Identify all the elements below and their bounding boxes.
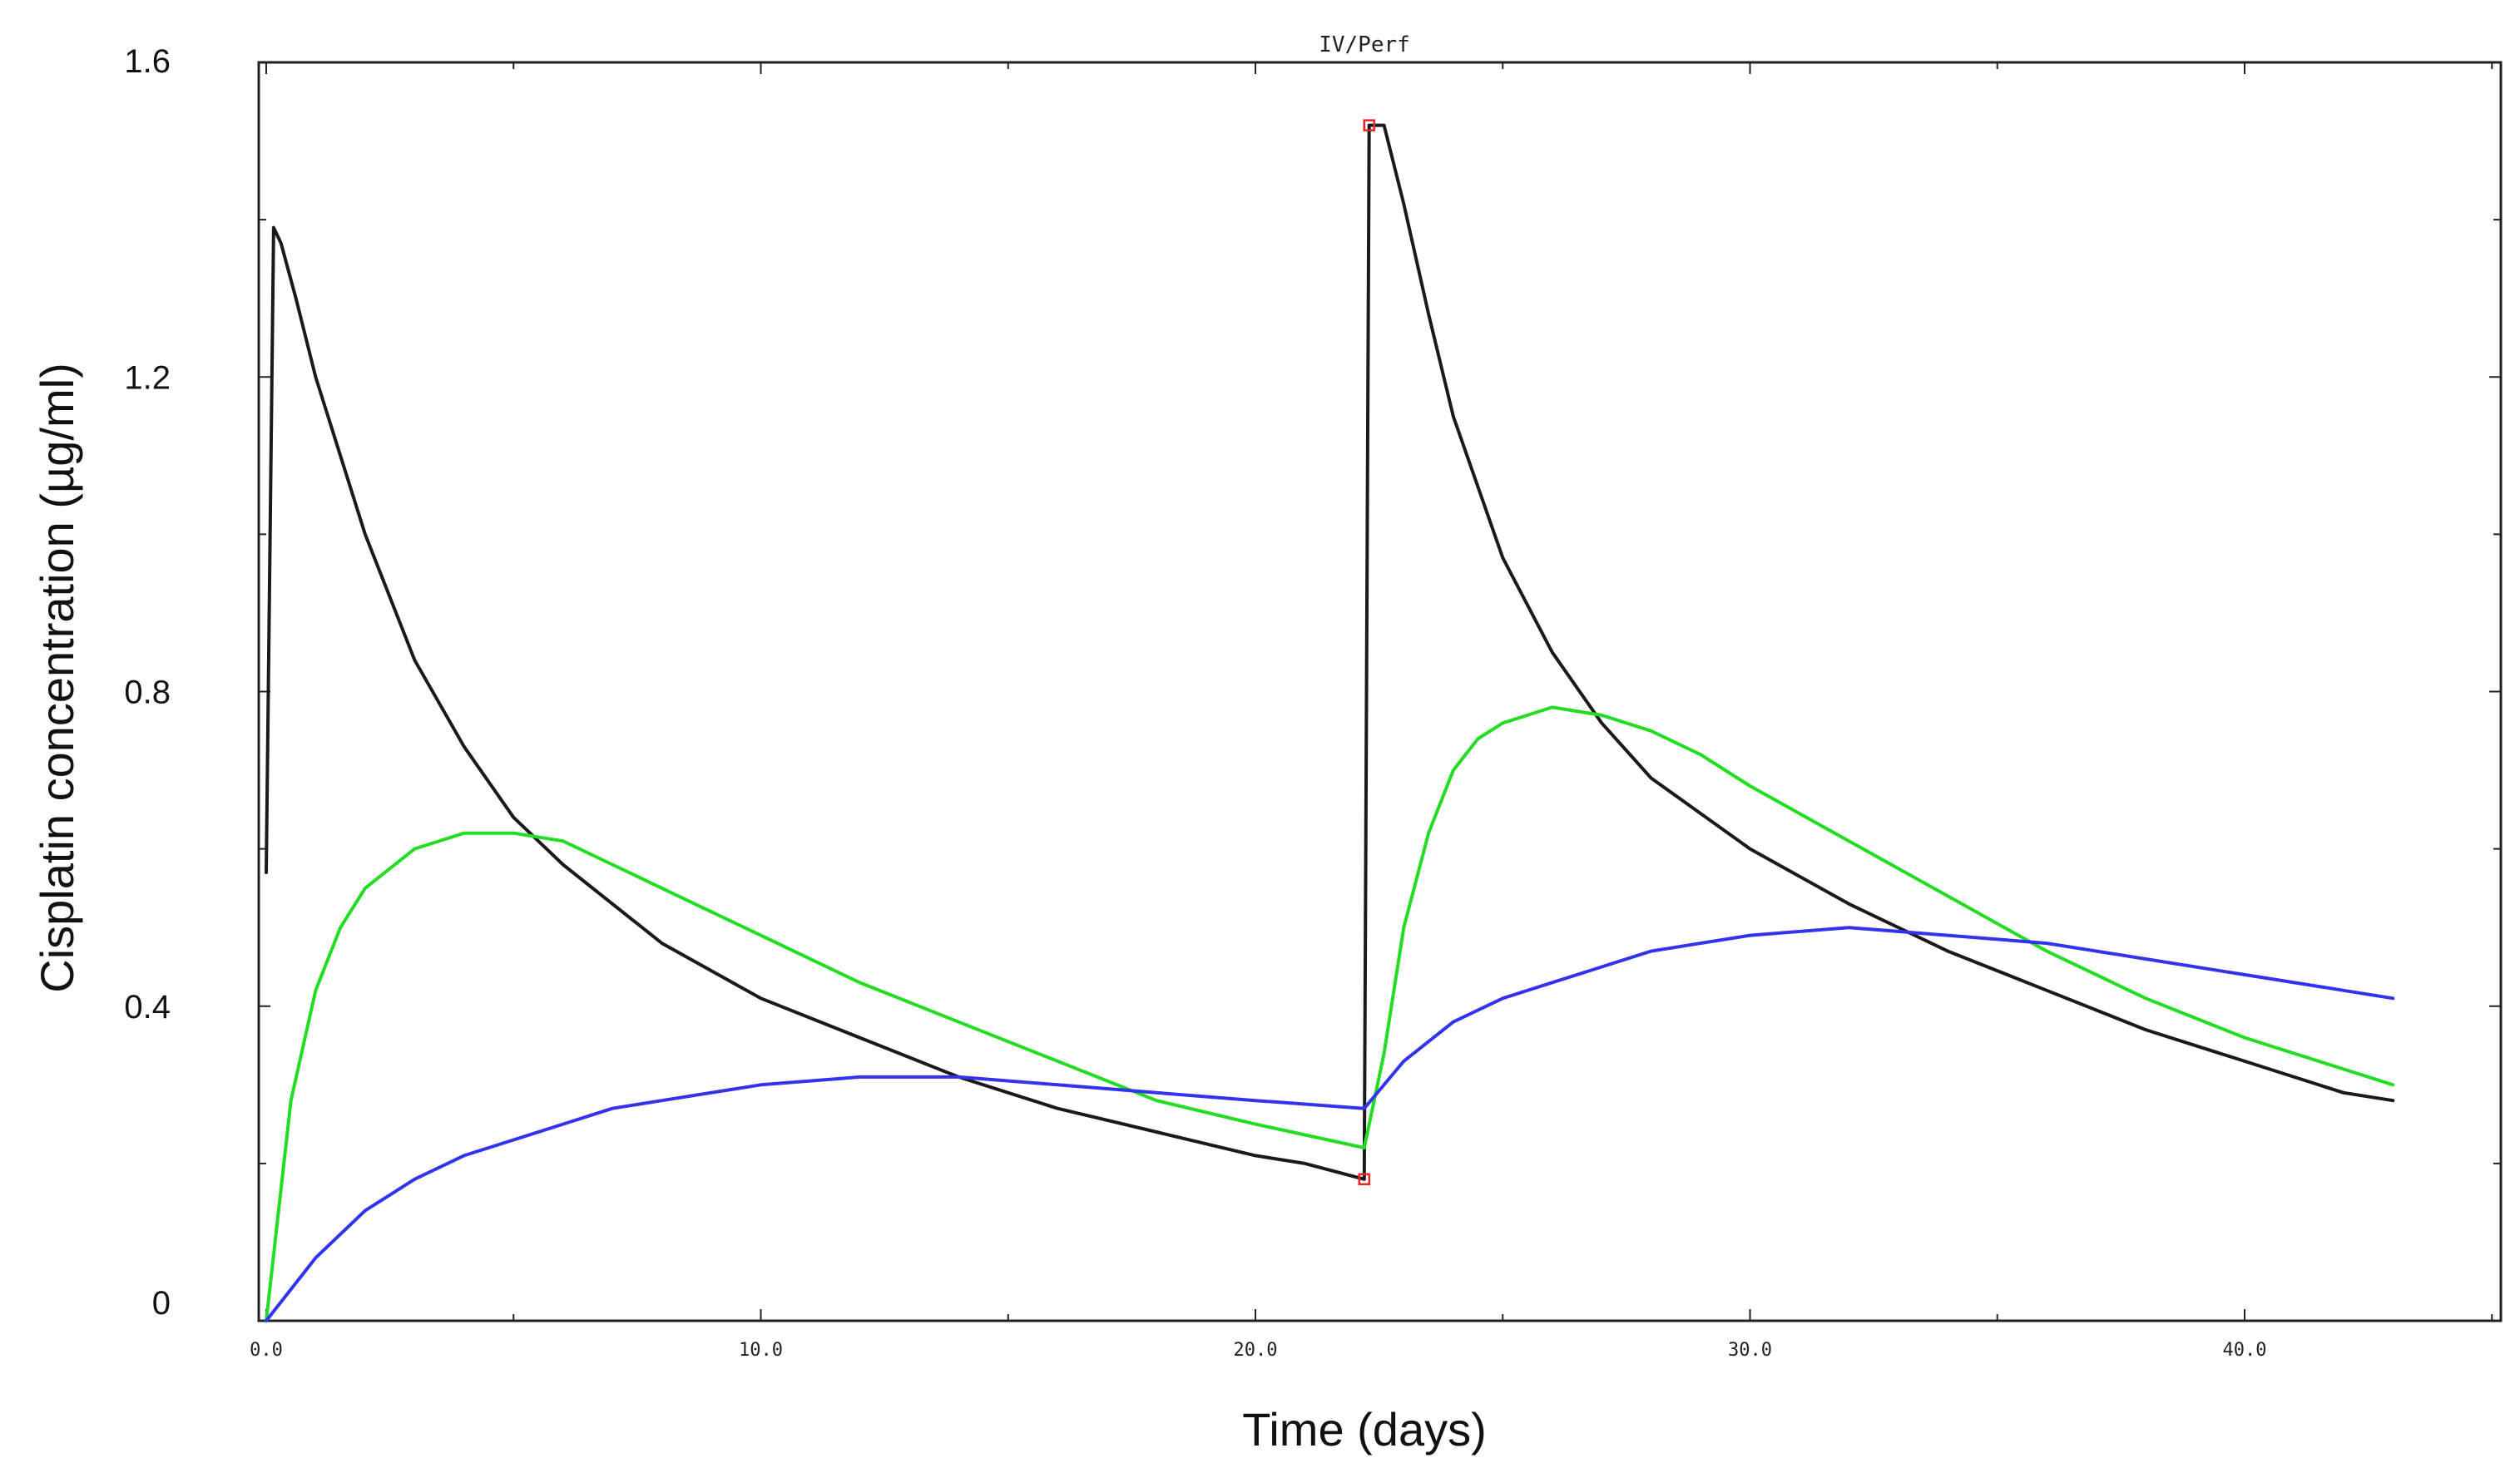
y-tick-label: 0.8 bbox=[124, 675, 171, 711]
y-tick-label: 1.6 bbox=[124, 43, 171, 80]
y-axis-label: Cisplatin concentration (µg/ml) bbox=[31, 363, 83, 992]
x-axis-label: Time (days) bbox=[1242, 1403, 1487, 1456]
x-tick-label: 20.0 bbox=[1234, 1340, 1278, 1361]
series-line-3 bbox=[265, 926, 2395, 1322]
y-tick-label: 0 bbox=[152, 1285, 171, 1322]
series-line-2 bbox=[265, 705, 2395, 1322]
y-tick-label: 1.2 bbox=[124, 359, 171, 396]
chart-title: IV/Perf bbox=[1319, 32, 1410, 57]
data-marker bbox=[1358, 1173, 1371, 1186]
ticks-layer: 0.0 10.0 20.0 30.0 40.0 0 0.4 0.8 1.2 1.6 bbox=[124, 43, 2501, 1361]
data-marker bbox=[1363, 119, 1375, 131]
x-tick-label: 10.0 bbox=[739, 1340, 783, 1361]
x-tick-label: 40.0 bbox=[2223, 1340, 2267, 1361]
x-tick-label: 30.0 bbox=[1728, 1340, 1772, 1361]
series-layer bbox=[265, 123, 2395, 1322]
x-tick-label: 0.0 bbox=[250, 1340, 283, 1361]
markers-layer bbox=[1358, 119, 1375, 1186]
y-tick-label: 0.4 bbox=[124, 989, 171, 1026]
series-line-1 bbox=[265, 123, 2395, 1181]
